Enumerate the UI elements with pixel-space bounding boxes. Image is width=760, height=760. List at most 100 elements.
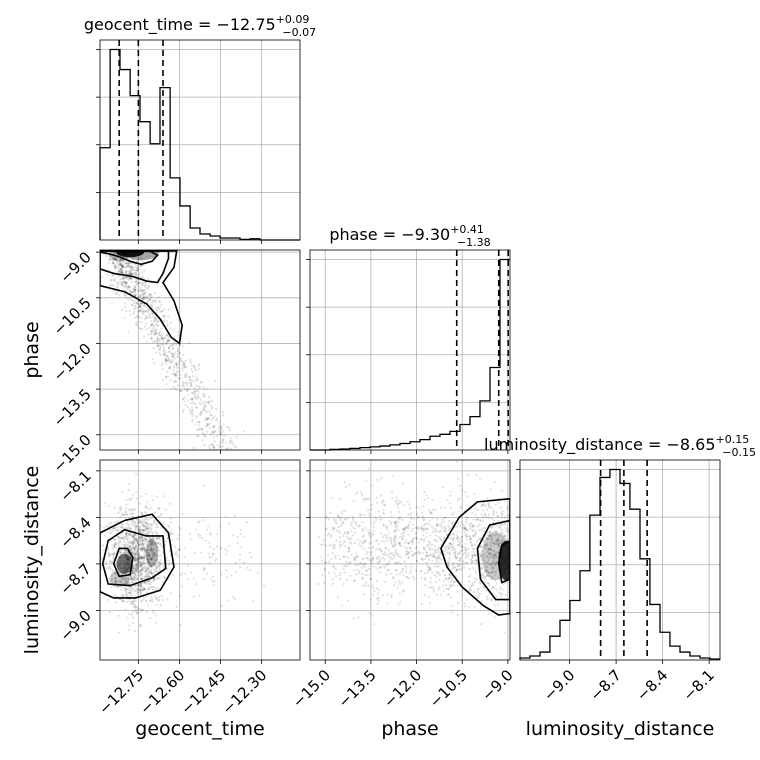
sample-point	[126, 616, 129, 619]
sample-point	[433, 545, 437, 548]
sample-point	[133, 570, 136, 573]
sample-point	[326, 534, 329, 537]
sample-point	[189, 358, 192, 362]
sample-point	[130, 577, 133, 580]
sample-point	[138, 548, 141, 551]
sample-point	[120, 282, 123, 285]
sample-point	[132, 293, 135, 296]
sample-point	[155, 569, 158, 573]
sample-point	[151, 313, 154, 316]
sample-point	[192, 402, 195, 406]
sample-point	[491, 525, 494, 528]
sample-point	[128, 586, 131, 589]
sample-point	[413, 552, 417, 555]
sample-point	[427, 555, 430, 558]
sample-point	[377, 510, 380, 513]
sample-point	[171, 352, 174, 356]
sample-point	[448, 545, 451, 548]
sample-point	[145, 529, 148, 532]
sample-point	[130, 602, 133, 605]
sample-point	[144, 547, 147, 550]
sample-point	[394, 562, 397, 565]
sample-point	[156, 336, 159, 340]
sample-point	[364, 569, 368, 572]
sample-point	[443, 525, 446, 528]
sample-point	[379, 557, 382, 560]
sample-point	[490, 555, 493, 559]
sample-point	[480, 567, 484, 570]
sample-point	[427, 540, 430, 543]
sample-point	[120, 269, 123, 272]
sample-point	[459, 484, 462, 487]
sample-point	[112, 261, 115, 264]
sample-point	[462, 562, 466, 565]
sample-point	[158, 573, 161, 576]
sample-point	[369, 567, 372, 570]
sample-point	[140, 563, 143, 566]
sample-point	[164, 540, 168, 543]
sample-point	[131, 272, 134, 276]
sample-point	[111, 284, 115, 287]
sample-point	[492, 570, 495, 573]
sample-point	[390, 542, 393, 545]
sample-point	[346, 550, 350, 553]
sample-point	[492, 550, 495, 553]
sample-point	[448, 584, 451, 587]
sample-point	[428, 543, 431, 546]
sample-point	[154, 316, 157, 319]
sample-point	[412, 575, 415, 579]
sample-point	[473, 554, 476, 557]
sample-point	[152, 548, 155, 551]
sample-point	[428, 541, 432, 544]
scatter-panel-phase-luminosity_distance	[309, 459, 511, 661]
sample-point	[136, 282, 139, 285]
sample-point	[486, 538, 489, 541]
sample-point	[136, 566, 139, 569]
sample-point	[120, 598, 123, 601]
sample-point	[419, 538, 422, 541]
sample-point	[132, 301, 136, 305]
sample-point	[448, 552, 451, 555]
sample-point	[157, 508, 160, 511]
sample-point	[136, 560, 140, 564]
sample-point	[131, 536, 134, 540]
sample-point	[124, 276, 128, 279]
sample-point	[440, 522, 443, 525]
sample-point	[355, 555, 358, 559]
sample-point	[136, 269, 139, 272]
sample-point	[420, 569, 423, 573]
sample-point	[474, 530, 477, 533]
sample-point	[472, 559, 475, 562]
sample-point	[177, 349, 180, 352]
sample-point	[147, 532, 150, 535]
sample-point	[152, 552, 155, 555]
sample-point	[497, 576, 500, 579]
sample-point	[475, 559, 479, 562]
sample-point	[138, 557, 141, 560]
sample-point	[457, 477, 460, 480]
sample-point	[471, 584, 474, 587]
sample-point	[368, 558, 371, 561]
sample-point	[136, 553, 139, 556]
sample-point	[182, 408, 185, 412]
sample-point	[109, 561, 112, 564]
sample-point	[245, 521, 249, 524]
sample-point	[131, 569, 134, 572]
sample-point	[113, 572, 117, 575]
sample-point	[390, 521, 393, 524]
sample-point	[186, 389, 189, 393]
sample-point	[136, 259, 139, 263]
sample-point	[127, 523, 130, 526]
sample-point	[150, 331, 153, 334]
sample-point	[220, 428, 223, 431]
sample-point	[495, 540, 498, 544]
sample-point	[136, 548, 139, 551]
sample-point	[146, 604, 150, 607]
sample-point	[500, 516, 503, 519]
sample-point	[361, 535, 364, 538]
sample-point	[448, 572, 451, 576]
sample-point	[456, 544, 460, 547]
sample-point	[155, 522, 158, 525]
sample-point	[122, 577, 125, 580]
sample-point	[140, 495, 143, 498]
